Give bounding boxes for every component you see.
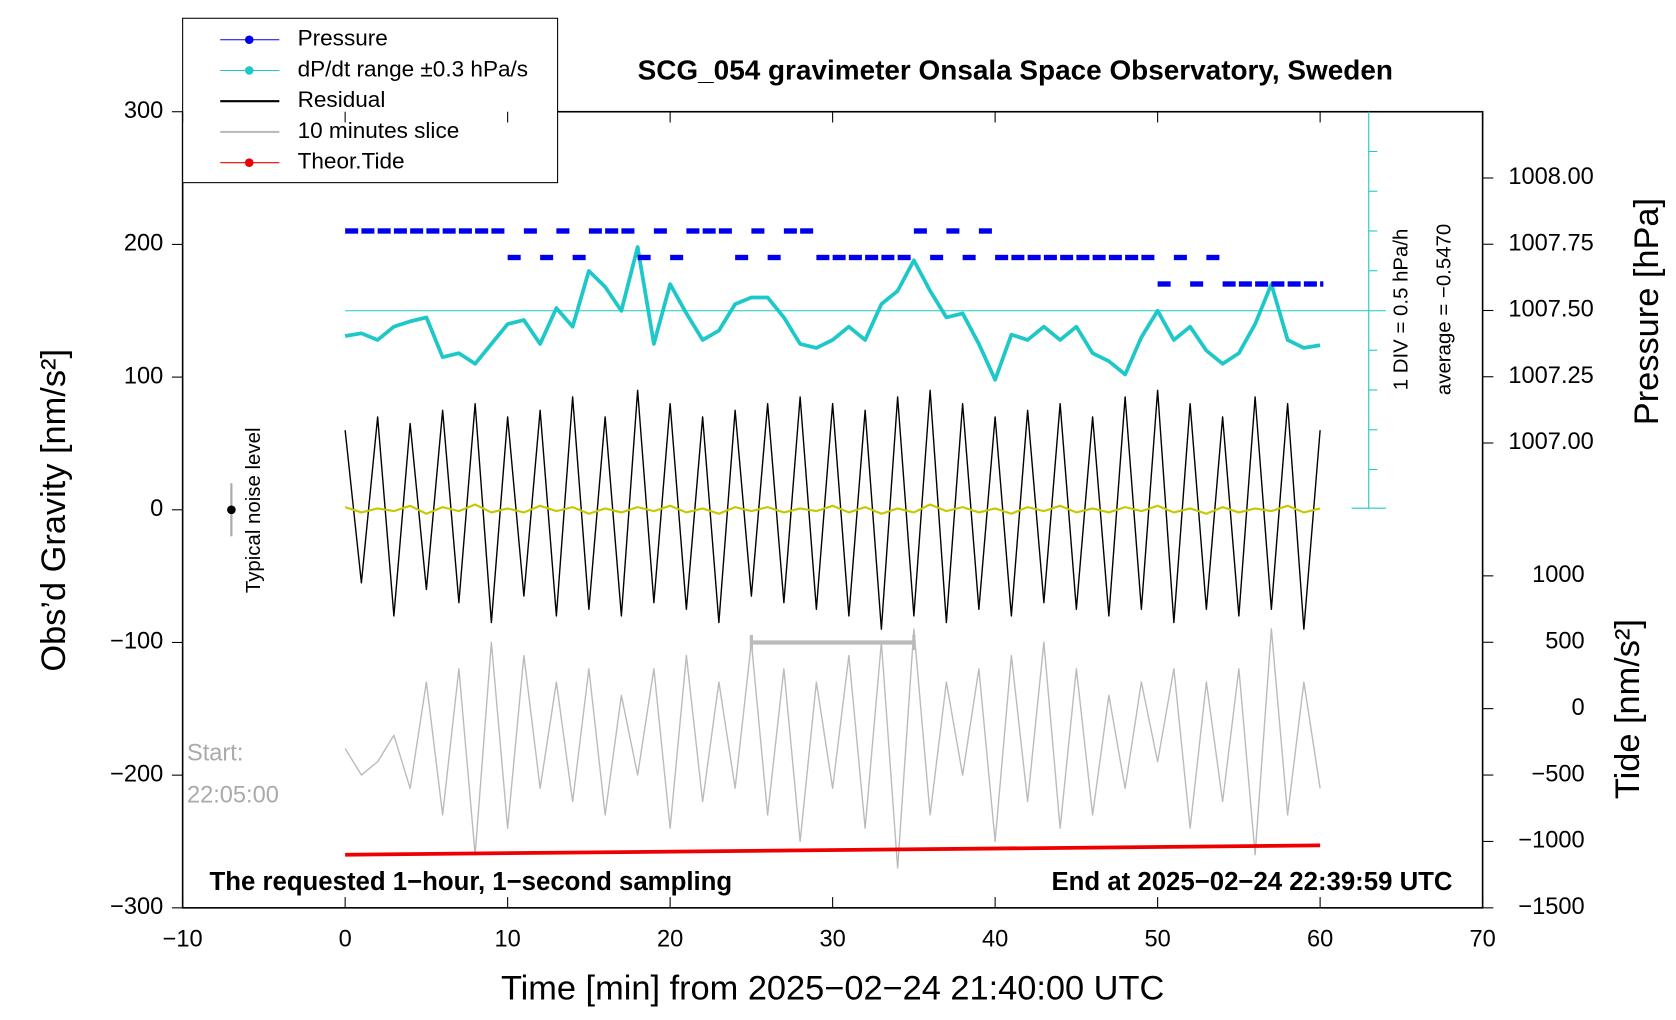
note-left: The requested 1−hour, 1−second sampling bbox=[210, 868, 733, 896]
y2-axis-label: Pressure [hPa] bbox=[1628, 198, 1666, 425]
y3-tick-label: −500 bbox=[1531, 761, 1584, 787]
x-tick-label: 50 bbox=[1144, 926, 1170, 952]
x-tick-label: 40 bbox=[982, 926, 1008, 952]
y-tick-label: −300 bbox=[110, 894, 163, 920]
y-tick-label: 200 bbox=[124, 231, 163, 257]
start-label: Start: bbox=[187, 740, 243, 766]
series-line bbox=[344, 628, 1321, 869]
x-tick-label: 30 bbox=[819, 926, 845, 952]
y-axis-label: Obs’d Gravity [nm/s²] bbox=[35, 349, 73, 672]
div-label: 1 DIV = 0.5 hPa/h bbox=[1390, 229, 1412, 391]
y3-tick-label: 500 bbox=[1545, 628, 1584, 654]
legend-dot bbox=[244, 35, 254, 45]
y-tick-label: −200 bbox=[110, 761, 163, 787]
start-time: 22:05:00 bbox=[187, 782, 279, 808]
legend-label: 10 minutes slice bbox=[298, 118, 460, 143]
y2-tick-label: 1007.75 bbox=[1508, 230, 1593, 256]
series-line bbox=[344, 389, 1321, 630]
legend-label: dP/dt range ±0.3 hPa/s bbox=[298, 56, 528, 81]
y2-tick-label: 1007.00 bbox=[1508, 429, 1593, 455]
x-tick-label: 0 bbox=[339, 926, 352, 952]
x-tick-label: −10 bbox=[163, 926, 203, 952]
x-tick-label: 70 bbox=[1469, 926, 1495, 952]
noise-label: Typical noise level bbox=[243, 428, 265, 594]
y-tick-label: 0 bbox=[150, 496, 163, 522]
legend-label: Residual bbox=[298, 87, 386, 112]
y3-tick-label: −1000 bbox=[1518, 828, 1584, 854]
legend-dot bbox=[244, 66, 254, 75]
y-tick-label: 100 bbox=[124, 363, 163, 389]
y3-tick-label: −1500 bbox=[1518, 894, 1584, 920]
y-tick-label: 300 bbox=[124, 98, 163, 124]
series-line bbox=[345, 843, 1321, 857]
x-tick-label: 60 bbox=[1307, 926, 1333, 952]
x-tick-label: 20 bbox=[657, 926, 683, 952]
y2-tick-label: 1007.25 bbox=[1508, 363, 1593, 389]
series-line bbox=[344, 245, 1321, 382]
legend-dot bbox=[244, 158, 254, 167]
legend-label: Theor.Tide bbox=[298, 149, 405, 174]
series-line bbox=[344, 503, 1321, 515]
y3-tick-label: 0 bbox=[1572, 695, 1585, 721]
y-tick-label: −100 bbox=[110, 629, 163, 655]
noise-point bbox=[227, 505, 236, 515]
y2-tick-label: 1008.00 bbox=[1508, 164, 1593, 190]
y2-tick-label: 1007.50 bbox=[1508, 297, 1593, 323]
legend-label: Pressure bbox=[298, 26, 388, 51]
y3-tick-label: 1000 bbox=[1532, 562, 1585, 588]
chart-title: SCG_054 gravimeter Onsala Space Observat… bbox=[638, 54, 1393, 85]
x-tick-label: 10 bbox=[494, 926, 520, 952]
y3-axis-label: Tide [nm/s²] bbox=[1609, 619, 1647, 799]
x-axis-label: Time [min] from 2025−02−24 21:40:00 UTC bbox=[501, 970, 1164, 1008]
average-label: average = −0.5470 bbox=[1433, 224, 1455, 395]
note-right: End at 2025−02−24 22:39:59 UTC bbox=[1052, 868, 1453, 896]
cyan-scale bbox=[1351, 111, 1386, 509]
